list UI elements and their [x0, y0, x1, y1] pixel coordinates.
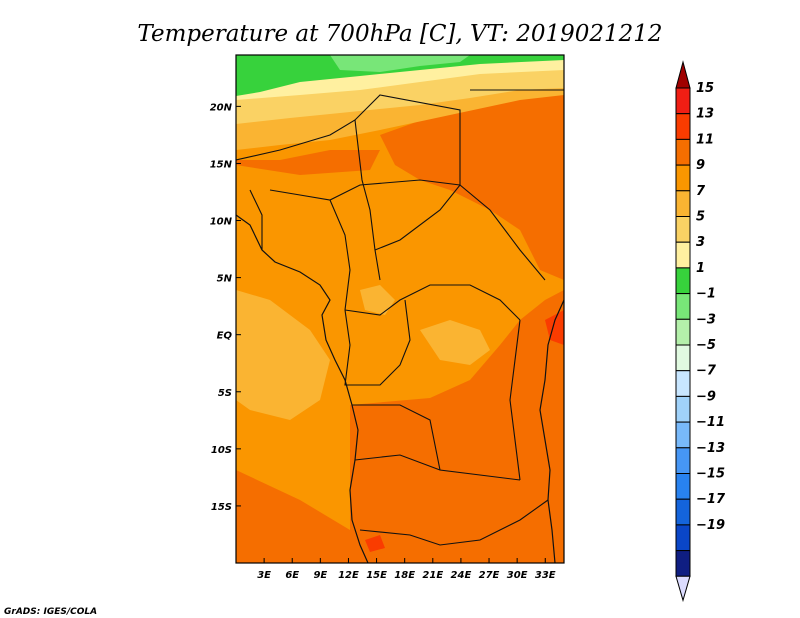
coastline-and-borders: [236, 89, 564, 563]
colorbar-label: 5: [696, 210, 705, 225]
y-tick-label: 15N: [210, 159, 233, 170]
y-tick-label: 15S: [211, 502, 232, 513]
colorbar-swatch: [675, 190, 691, 218]
field-east-cool-patch: [420, 320, 490, 365]
colorbar-label: −13: [696, 441, 725, 456]
colorbar-swatch: [675, 421, 691, 449]
colorbar-swatch: [675, 164, 691, 192]
x-axis-ticks: 3E 6E 9E 12E 15E 18E 21E 24E 27E 30E 33E: [257, 558, 556, 581]
colorbar-label: 9: [696, 158, 705, 173]
colorbar-swatch: [675, 370, 691, 397]
colorbar-swatch: [675, 498, 691, 526]
field-southern-africa: [350, 290, 564, 563]
field-sahara-warm: [236, 86, 564, 150]
colorbar-label: −5: [696, 338, 716, 353]
west-coastline: [236, 214, 369, 563]
border-central-2: [374, 184, 546, 281]
x-tick-label: 21E: [422, 570, 443, 581]
y-axis-ticks: 20N 15N 10N 5N EQ 5S 10S 15S: [210, 102, 241, 513]
colorbar-swatch: [675, 241, 691, 269]
border-west-1: [249, 189, 263, 250]
temperature-field: [236, 55, 564, 563]
y-tick-label: 10N: [210, 217, 233, 228]
x-tick-label: 6E: [285, 570, 299, 581]
x-tick-label: 3E: [257, 570, 271, 581]
x-tick-label: 15E: [366, 570, 387, 581]
colorbar-label: 13: [696, 107, 714, 122]
east-coastline: [539, 299, 564, 563]
colorbar-label: −17: [696, 492, 726, 507]
field-east-sahara: [380, 90, 564, 280]
border-central-3: [344, 284, 521, 321]
field-north-transition: [236, 68, 564, 124]
grads-credit: GrADS: IGES/COLA: [4, 607, 97, 617]
colorbar-label: −19: [696, 518, 725, 533]
y-tick-label: 20N: [210, 102, 233, 113]
colorbar-swatch: [675, 395, 691, 423]
field-east-hotspot: [545, 310, 564, 345]
border-south-3: [359, 499, 549, 546]
field-congo-cool-patch: [236, 290, 330, 420]
y-tick-label: 5S: [218, 388, 232, 399]
colorbar-label: −1: [696, 287, 716, 302]
x-tick-label: 30E: [507, 570, 528, 581]
map-frame: [235, 54, 565, 564]
colorbar-swatch: [675, 138, 691, 166]
colorbar-label: −11: [696, 415, 725, 430]
field-southern-west: [236, 470, 350, 563]
colorbar-swatch: [675, 267, 691, 295]
colorbar-label: −7: [696, 364, 717, 379]
colorbar: 15 13 11 9 7 5 3 1 −1 −3 −5 −7 −9 −11 −13 −15 −17 −19: [675, 60, 726, 603]
colorbar-swatch: [675, 344, 691, 372]
field-cool-patch-small: [360, 285, 395, 315]
colorbar-label: 3: [696, 235, 705, 250]
colorbar-label: 11: [696, 132, 714, 147]
colorbar-swatch: [675, 113, 691, 140]
colorbar-label: −15: [696, 467, 725, 482]
colorbar-swatch: [675, 293, 691, 320]
colorbar-swatch: [675, 473, 691, 500]
border-central-1: [329, 199, 351, 311]
colorbar-label: −9: [696, 389, 716, 404]
x-tick-label: 27E: [479, 570, 500, 581]
colorbar-bottom-arrow: [675, 575, 691, 603]
field-far-north-lightgreen: [330, 55, 470, 72]
x-tick-label: 12E: [338, 570, 359, 581]
border-east-lakes: [509, 319, 521, 481]
y-tick-label: 10S: [211, 445, 232, 456]
x-tick-label: 33E: [535, 570, 556, 581]
colorbar-label: 15: [696, 81, 714, 96]
x-tick-label: 18E: [394, 570, 415, 581]
border-congo: [344, 299, 411, 386]
border-north-2: [354, 119, 381, 281]
colorbar-swatch: [675, 216, 691, 243]
field-southwest-hotspot: [365, 535, 385, 552]
colorbar-swatch: [675, 524, 691, 552]
field-north-pale: [236, 58, 564, 100]
y-tick-label: EQ: [217, 331, 233, 342]
field-sahel-warm: [236, 150, 380, 175]
colorbar-label: 1: [696, 261, 705, 276]
x-tick-label: 24E: [451, 570, 472, 581]
colorbar-swatch: [675, 550, 691, 577]
colorbar-label: −3: [696, 312, 716, 327]
border-south-1: [352, 404, 521, 481]
colorbar-label: 7: [696, 184, 706, 199]
colorbar-swatch: [675, 87, 691, 115]
field-far-north-green: [236, 55, 564, 96]
y-tick-label: 5N: [217, 274, 233, 285]
colorbar-swatch: [675, 447, 691, 474]
colorbar-swatch: [675, 318, 691, 346]
border-south-2: [354, 454, 441, 471]
border-sahel: [269, 179, 461, 201]
colorbar-top-arrow: [675, 60, 691, 89]
x-tick-label: 9E: [313, 570, 327, 581]
chart-title: Temperature at 700hPa [C], VT: 201902121…: [137, 21, 662, 47]
